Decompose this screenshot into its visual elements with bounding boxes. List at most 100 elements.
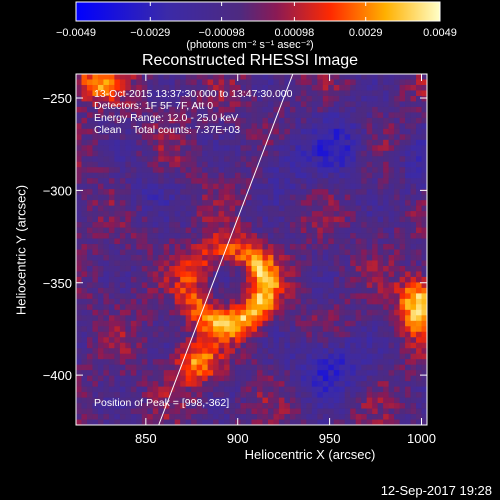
heatmap-cell [278,304,285,311]
heatmap-cell [284,145,291,152]
heatmap-cell [273,331,280,338]
heatmap-cell [284,112,291,119]
heatmap-cell [278,227,285,234]
heatmap-cell [289,331,296,338]
heatmap-cell [366,172,373,179]
heatmap-cell [76,249,82,256]
heatmap-cell [388,370,395,377]
heatmap-cell [284,216,291,223]
heatmap-cell [81,117,88,124]
heatmap-cell [158,265,165,272]
heatmap-cell [273,123,280,130]
heatmap-cell [103,183,110,190]
heatmap-cell [366,249,373,256]
heatmap-cell [240,249,247,256]
heatmap-cell [81,112,88,119]
heatmap-cell [322,84,329,91]
heatmap-cell [289,222,296,228]
heatmap-cell [317,331,324,338]
heatmap-cell [180,282,187,289]
heatmap-cell [278,414,285,420]
heatmap-cell [235,178,241,185]
heatmap-cell [76,331,82,338]
heatmap-cell [218,381,225,388]
heatmap-cell [141,359,148,366]
heatmap-cell [273,74,280,80]
heatmap-cell [229,101,236,108]
heatmap-cell [125,205,132,212]
heatmap-cell [224,414,230,420]
heatmap-cell [405,293,411,300]
heatmap-cell [97,167,104,174]
heatmap-cell [267,205,274,212]
heatmap-cell [410,145,417,152]
colorbar-tick-label: 0.00098 [275,27,315,39]
heatmap-cell [344,106,351,113]
heatmap-cell [394,408,400,415]
heatmap-cell [344,309,351,316]
heatmap-cell [317,227,324,234]
heatmap-cell [191,381,198,388]
heatmap-cell [103,370,110,377]
heatmap-cell [278,408,285,415]
heatmap-cell [295,260,302,267]
heatmap-cell [158,326,165,333]
heatmap-cell [410,211,417,217]
heatmap-cell [76,101,82,108]
heatmap-cell [163,287,170,294]
heatmap-cell [229,117,236,124]
heatmap-cell [207,178,214,185]
heatmap-cell [108,200,115,207]
heatmap-cell [103,161,110,168]
heatmap-cell [355,101,362,108]
heatmap-cell [317,134,324,141]
heatmap-cell [344,150,351,157]
heatmap-cell [240,117,247,124]
heatmap-cell [361,74,368,80]
heatmap-cell [355,271,362,278]
heatmap-cell [191,414,198,420]
heatmap-cell [97,233,104,239]
heatmap-cell [108,216,115,223]
heatmap-cell [394,309,400,316]
heatmap-cell [218,392,225,398]
heatmap-cell [256,309,263,316]
heatmap-cell [119,315,126,322]
heatmap-cell [240,79,247,86]
heatmap-cell [235,359,241,366]
heatmap-cell [295,265,302,272]
heatmap-cell [202,211,209,217]
heatmap-cell [191,90,198,97]
heatmap-cell [377,359,384,366]
heatmap-cell [289,364,296,371]
heatmap-cell [108,95,115,102]
heatmap-cell [421,408,427,415]
heatmap-cell [191,364,198,371]
heatmap-cell [421,117,427,124]
heatmap-cell [169,128,176,135]
heatmap-cell [278,194,285,201]
heatmap-cell [295,287,302,294]
heatmap-cell [108,331,115,338]
heatmap-cell [163,298,170,305]
heatmap-cell [119,287,126,294]
heatmap-cell [218,156,225,163]
heatmap-cell [251,309,258,316]
heatmap-cell [388,309,395,316]
heatmap-cell [103,167,110,174]
heatmap-cell [328,211,335,217]
heatmap-cell [125,216,132,223]
heatmap-cell [361,139,368,146]
heatmap-cell [251,397,258,404]
heatmap-cell [361,238,368,245]
heatmap-cell [273,205,280,212]
heatmap-cell [322,106,329,113]
heatmap-cell [147,315,154,322]
heatmap-cell [114,123,121,130]
heatmap-cell [262,216,269,223]
heatmap-cell [119,123,126,130]
heatmap-cell [229,74,236,80]
heatmap-cell [240,178,247,185]
heatmap-cell [251,260,258,267]
heatmap-cell [339,189,346,196]
